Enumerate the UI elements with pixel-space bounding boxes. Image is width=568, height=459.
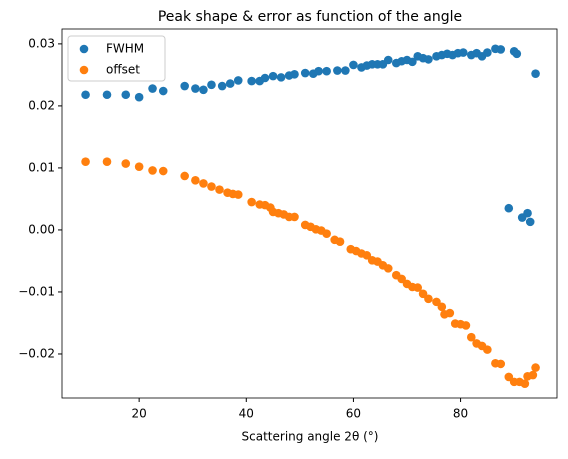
point xyxy=(383,264,393,273)
plot-frame xyxy=(61,28,558,399)
point xyxy=(531,69,540,78)
legend-label: FWHM xyxy=(106,42,144,56)
point xyxy=(512,49,522,59)
point xyxy=(180,171,189,181)
point xyxy=(148,166,157,175)
y-tick-label: 0.01 xyxy=(28,160,55,174)
point xyxy=(276,73,286,82)
point xyxy=(383,55,393,65)
point xyxy=(424,55,433,64)
point xyxy=(207,80,216,90)
point xyxy=(458,48,468,57)
point xyxy=(247,76,256,86)
point xyxy=(225,79,235,88)
point xyxy=(290,212,299,222)
point xyxy=(148,84,157,93)
point xyxy=(300,68,310,78)
point xyxy=(445,308,455,318)
point xyxy=(424,294,433,304)
legend-marker xyxy=(79,44,89,54)
y-tick-label: 0.02 xyxy=(28,98,55,112)
point xyxy=(496,45,506,54)
point xyxy=(290,69,299,79)
point xyxy=(483,48,492,57)
point xyxy=(158,86,168,96)
point xyxy=(333,66,342,75)
point xyxy=(134,92,144,102)
point xyxy=(233,76,243,85)
point xyxy=(408,57,417,67)
point xyxy=(102,157,112,167)
point xyxy=(217,81,227,91)
legend-box xyxy=(67,35,166,82)
y-tick-label: −0.01 xyxy=(18,284,55,298)
y-tick-label: 0.03 xyxy=(28,36,55,50)
y-tick-label: −0.02 xyxy=(18,346,55,360)
point xyxy=(322,229,331,238)
x-tick-label: 20 xyxy=(132,407,147,421)
y-tick-label: 0.00 xyxy=(28,222,55,236)
point xyxy=(207,182,216,191)
x-tick-label: 80 xyxy=(453,407,468,421)
point xyxy=(121,159,131,168)
point xyxy=(81,157,90,167)
point xyxy=(528,370,538,380)
point xyxy=(335,237,345,247)
point xyxy=(523,208,532,218)
point xyxy=(531,363,540,372)
point xyxy=(215,185,224,194)
point xyxy=(413,283,423,292)
point xyxy=(483,345,492,354)
point xyxy=(525,217,535,227)
point xyxy=(247,197,256,207)
point xyxy=(81,90,90,100)
point xyxy=(158,166,168,176)
x-axis-label: Scattering angle 2θ (°) xyxy=(242,430,379,444)
point xyxy=(314,66,323,76)
point xyxy=(466,332,476,342)
point xyxy=(322,66,331,76)
point xyxy=(134,162,144,171)
point xyxy=(102,90,112,100)
point xyxy=(349,60,358,70)
legend-label: offset xyxy=(106,63,140,77)
point xyxy=(233,190,243,199)
point xyxy=(199,179,208,188)
point xyxy=(260,73,270,83)
point xyxy=(520,379,530,389)
point xyxy=(199,85,208,95)
point xyxy=(191,176,200,185)
point xyxy=(437,302,447,312)
point xyxy=(121,90,131,100)
point xyxy=(268,71,278,81)
point xyxy=(180,81,189,91)
chart-title: Peak shape & error as function of the an… xyxy=(158,9,462,25)
x-tick-label: 40 xyxy=(239,407,254,421)
point xyxy=(504,203,514,213)
point xyxy=(461,321,471,330)
point xyxy=(191,84,200,93)
point xyxy=(341,66,350,75)
legend-marker xyxy=(79,65,89,75)
point xyxy=(496,359,506,369)
x-tick-label: 60 xyxy=(346,407,361,421)
